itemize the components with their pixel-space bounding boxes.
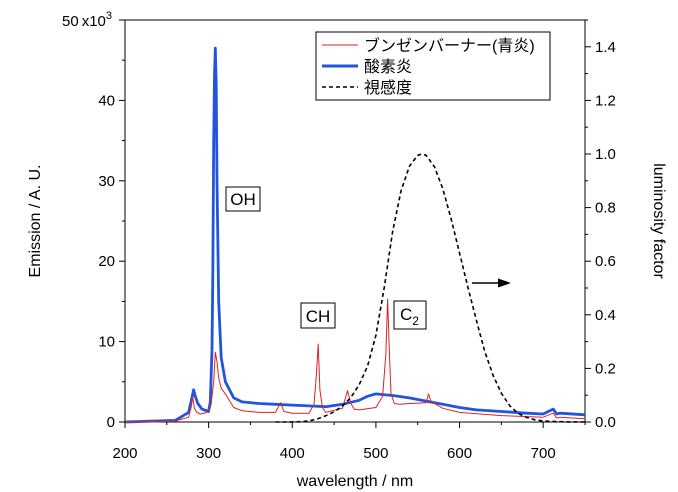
legend-label-bunsen: ブンゼンバーナー(青炎) [364,36,535,55]
annotation-c2-subscript: 2 [412,314,419,328]
x-tick-label-5: 700 [531,445,556,462]
right-axis-arrow [472,278,511,288]
y-right-tick-label-2: 0.4 [595,307,616,324]
y-left-multiplier-exponent: 3 [106,10,112,22]
y-left-top-value: 50 [62,13,79,30]
x-tick-label-1: 300 [196,445,221,462]
annotation-oh-box [225,186,261,212]
x-tick-label-0: 200 [112,445,137,462]
series-line-2 [275,153,586,423]
y-left-multiplier-base: x10 [82,13,106,30]
y-left-tick-label-3: 30 [98,173,115,190]
y-left-tick-label-0: 0 [107,414,115,431]
y-right-tick-label-6: 1.2 [595,92,616,109]
arrow-head [498,278,511,288]
annotation-oh-label: OH [230,190,256,209]
x-axis-title: wavelength / nm [296,473,414,490]
annotation-c2-label: C2 [400,305,419,328]
y-right-tick-label-5: 1.0 [595,146,616,163]
annotation-ch-box [300,302,336,329]
y-right-tick-label-4: 0.8 [595,200,616,217]
y-axis-left-title: Emission / A. U. [27,165,44,278]
series-line-0 [124,298,586,423]
x-tick-label-3: 500 [363,445,388,462]
x-tick-label-4: 600 [447,445,472,462]
annotation-ch: CH [300,302,336,329]
legend: ブンゼンバーナー(青炎) 酸素炎 視感度 [315,31,551,101]
annotation-ch-label: CH [306,307,331,326]
y-axis-right-title: luminosity factor [650,163,667,279]
y-right-tick-label-7: 1.4 [595,39,616,56]
x-tick-label-2: 400 [280,445,305,462]
annotation-c2: C2 [393,300,427,330]
annotation-oh: OH [225,186,261,212]
y-left-tick-label-4: 40 [98,92,115,109]
legend-label-luminosity: 視感度 [364,79,412,97]
legend-label-oxygen: 酸素炎 [364,58,412,76]
y-right-tick-label-3: 0.6 [595,253,616,270]
y-right-tick-label-0: 0.0 [595,414,616,431]
y-left-tick-label-1: 10 [98,334,115,351]
series-line-1 [124,46,586,424]
y-left-tick-label-2: 20 [98,253,115,270]
y-right-tick-label-1: 0.2 [595,360,616,377]
annotation-c2-box [393,300,427,330]
annotation-c2-main: C [400,305,412,324]
y-left-multiplier: 50 x103 [62,10,112,30]
